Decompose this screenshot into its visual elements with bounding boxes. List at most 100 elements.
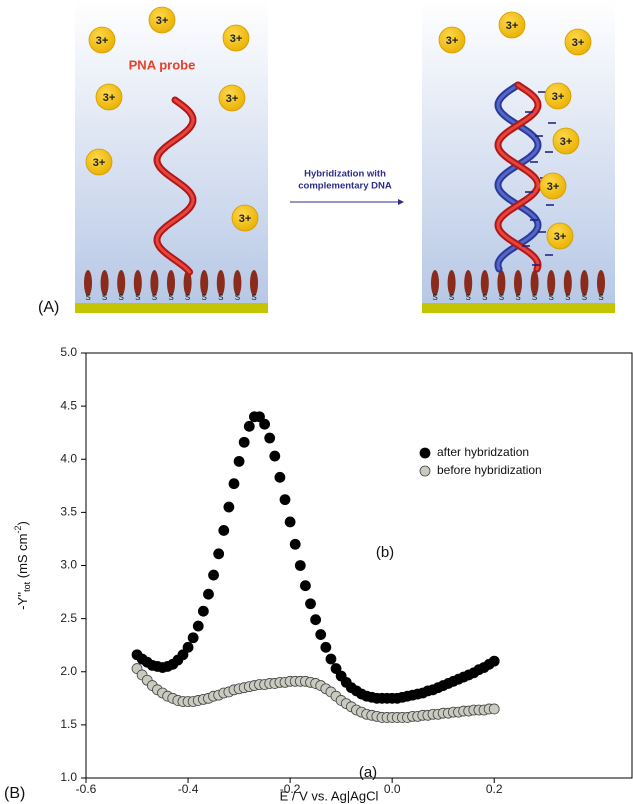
- y-tick-label: 4.0: [60, 451, 77, 465]
- y-axis-label-part: tot: [22, 581, 32, 592]
- thiol-linker: [480, 270, 489, 296]
- ion-label: 3+: [552, 91, 565, 103]
- data-point: [269, 450, 281, 462]
- data-point: [197, 605, 209, 617]
- sulfur-label: S: [499, 293, 504, 302]
- thiol-linker: [514, 270, 522, 296]
- thiol-linker: [563, 270, 572, 296]
- sulfur-label: S: [85, 293, 90, 302]
- data-point: [310, 614, 322, 626]
- ion: [95, 83, 123, 111]
- data-point: [223, 501, 235, 513]
- helix-strand: [496, 83, 540, 271]
- sulfur-label: S: [549, 293, 554, 302]
- thiol-linker: [216, 270, 225, 296]
- sulfur-label: S: [466, 293, 471, 302]
- annotation: (a): [359, 764, 377, 781]
- data-point: [320, 641, 332, 653]
- x-tick-label: -0.6: [76, 782, 97, 796]
- probe-label: PNA probe: [129, 57, 196, 72]
- y-tick-label: 1.0: [60, 770, 77, 784]
- thiol-linker: [547, 270, 556, 296]
- ion: [498, 11, 526, 39]
- ion-label: 3+: [96, 35, 109, 47]
- data-point: [182, 641, 194, 653]
- thiol-linker: [200, 270, 209, 296]
- y-axis-label-part: ): [15, 521, 30, 525]
- arrow-head: [398, 199, 404, 205]
- sulfur-label: S: [565, 293, 570, 302]
- ion-label: 3+: [230, 33, 243, 45]
- x-tick-label: 0.0: [384, 782, 401, 796]
- legend-marker: [419, 447, 431, 459]
- data-point: [233, 455, 245, 467]
- sulfur-label: S: [251, 293, 256, 302]
- ion: [539, 172, 567, 200]
- ion: [148, 6, 176, 34]
- thiol-linker: [117, 270, 126, 296]
- chart: 1.0 1.5 2.0 2.5 3.0 3.5 4.0 4.5 5.0 -0.6 -0.4 -0.2 0…: [4, 345, 633, 803]
- ion: [231, 204, 259, 232]
- sulfur-label: S: [532, 293, 537, 302]
- data-point: [289, 538, 301, 550]
- data-point: [305, 598, 316, 610]
- annotation: (b): [376, 544, 394, 561]
- data-point: [203, 588, 214, 600]
- thiol-linker: [167, 270, 175, 296]
- data-point: [315, 629, 327, 640]
- data-point: [264, 432, 276, 444]
- thiol-linker: [150, 270, 159, 296]
- sulfur-label: S: [102, 293, 107, 302]
- sulfur-label: S: [432, 293, 437, 302]
- y-tick-label: 2.0: [60, 664, 77, 678]
- data-point: [208, 569, 219, 581]
- ion: [552, 127, 580, 155]
- sulfur-label: S: [218, 293, 223, 302]
- thiol-linker: [183, 270, 192, 296]
- data-point: [300, 580, 311, 592]
- sulfur-label: S: [598, 293, 603, 302]
- panel-label: (A): [38, 299, 59, 316]
- ion-label: 3+: [547, 181, 560, 193]
- x-tick-label: -0.2: [280, 782, 301, 796]
- data-point: [259, 418, 270, 430]
- sulfur-label: S: [119, 293, 124, 302]
- thiol-linker: [447, 270, 456, 296]
- sulfur-label: S: [168, 293, 173, 302]
- thiol-linker: [133, 270, 142, 296]
- data-point: [228, 478, 240, 490]
- legend-label: before hybridization: [437, 463, 542, 477]
- thiol-linker: [233, 270, 242, 296]
- x-tick-label: -0.4: [178, 782, 199, 796]
- gold-surface: [422, 303, 615, 313]
- helix-strand: [496, 83, 540, 271]
- y-tick-label: 4.5: [60, 398, 77, 412]
- data-point: [254, 411, 265, 423]
- data-point: [187, 632, 199, 644]
- y-tick-label: 2.5: [60, 611, 77, 625]
- ion-label: 3+: [103, 92, 116, 104]
- sulfur-label: S: [449, 293, 454, 302]
- y-axis-label-part: -Y'': [15, 592, 30, 610]
- gold-surface: [75, 303, 268, 313]
- data-point: [284, 516, 296, 528]
- sulfur-label: S: [135, 293, 140, 302]
- data-point: [274, 471, 286, 483]
- x-axis-label: E / V vs. Ag|AgCl: [280, 788, 379, 803]
- thiol-linker: [597, 270, 605, 296]
- ion-label: 3+: [93, 157, 106, 169]
- data-point: [488, 703, 500, 715]
- data-point: [243, 420, 255, 432]
- ion: [544, 82, 572, 110]
- legend-label: after hybridzation: [437, 445, 529, 459]
- ion-label: 3+: [506, 20, 519, 32]
- sulfur-label: S: [582, 293, 587, 302]
- y-axis-label-part: (mS cm: [15, 533, 30, 581]
- sulfur-label: S: [185, 293, 190, 302]
- data-point: [238, 436, 250, 448]
- panel-a: PNA probe Hybridization with complementa…: [38, 0, 615, 316]
- ion-label: 3+: [446, 35, 459, 47]
- ion: [85, 148, 113, 176]
- ion: [88, 26, 116, 54]
